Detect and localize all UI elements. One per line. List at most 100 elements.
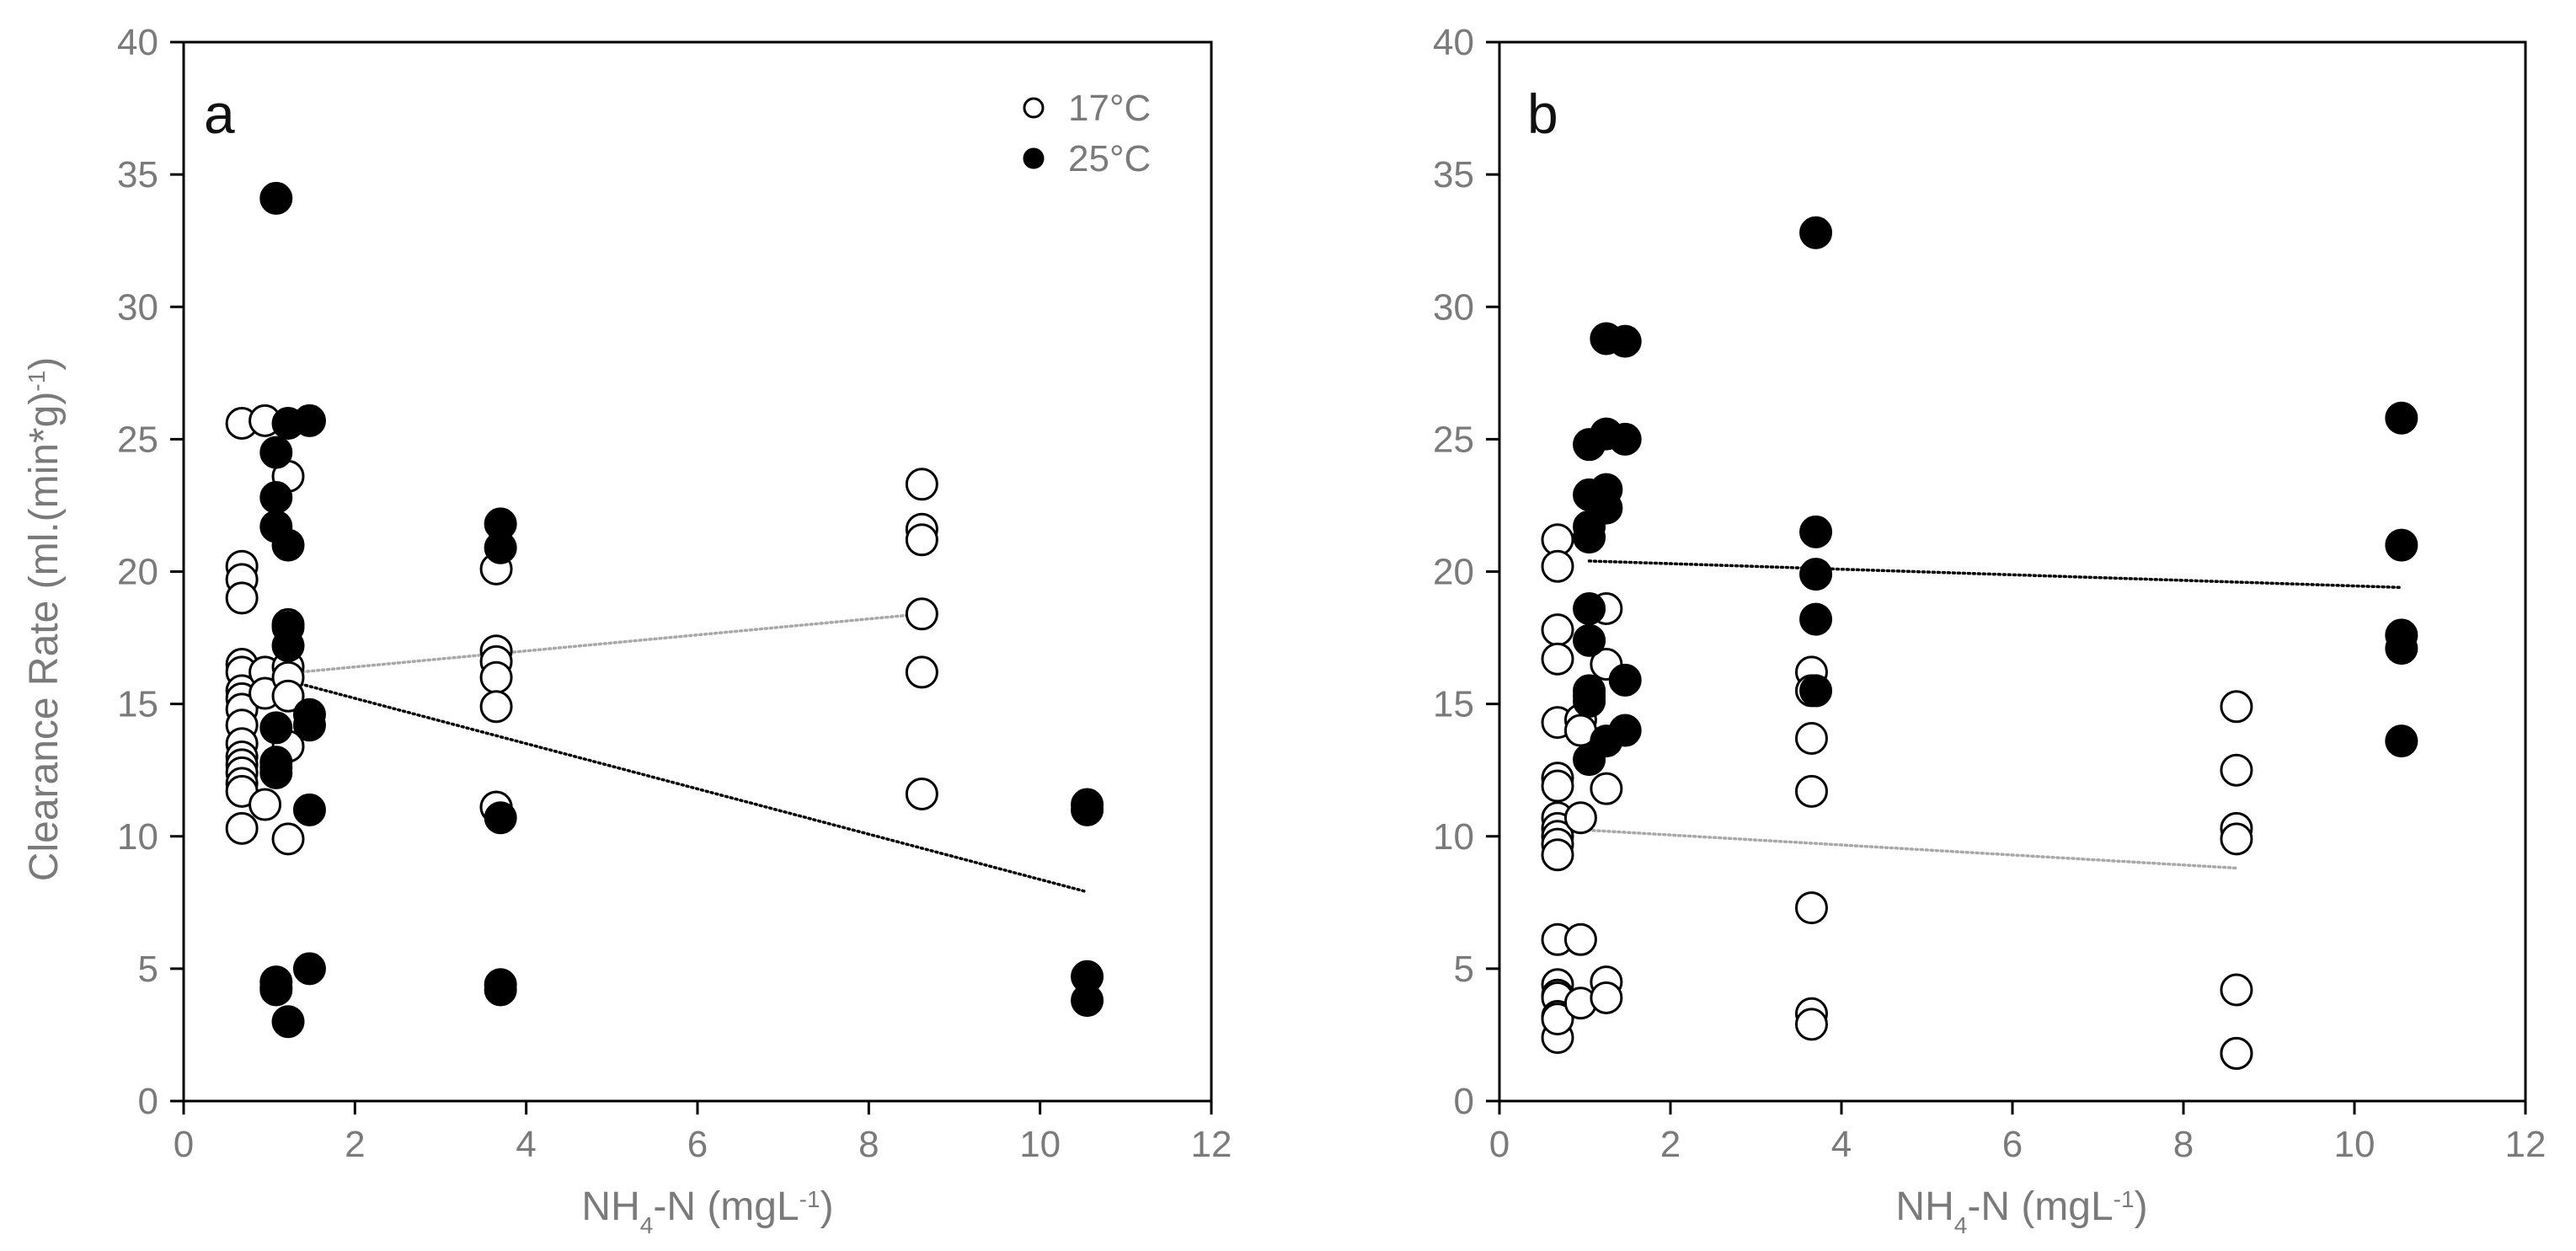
panel-a-point-17c [225,581,259,615]
panel-a-point-25c [271,628,305,662]
panel-b-point-17c [1541,769,1574,803]
panel-b-point-25c [1608,422,1642,456]
panel-a-y-tick-label: 5 [138,949,158,990]
panel-b-point-17c [1541,549,1574,583]
panel-b-x-tick-label: 10 [2334,1124,2376,1165]
panel-a-point-17c [271,679,305,713]
panel-a-point-17c [905,777,938,810]
panel-b-point-17c [1541,1002,1574,1036]
x-axis-title-b: NH4-N (mgL-1) [1895,1184,2147,1238]
panel-b-y-tick-label: 25 [1433,419,1474,460]
panel-b-point-25c [1799,515,1833,548]
panel-a-point-25c [1071,984,1104,1018]
panel-b-point-25c [1608,714,1642,747]
panel-a-point-17c [905,655,938,689]
panel-b-letter: b [1527,83,1558,145]
x-axis-title-prefix: NH [1895,1184,1953,1229]
panel-b-point-17c [1794,891,1828,925]
legend: 17°C 25°C [1023,88,1151,179]
panel-a-point-25c [259,756,293,789]
panel-b-point-17c [1794,1008,1828,1041]
panel-b-x-tick-label: 0 [1489,1124,1510,1165]
panel-a-y-tick-label: 30 [117,286,158,328]
panel-a-point-25c [259,436,293,469]
panel-b-point-17c [2220,822,2253,856]
panel-a-x-tick-label: 8 [858,1124,879,1165]
panel-b-point-17c [2220,1036,2253,1070]
panel-a-y-tick-label: 0 [138,1081,158,1122]
panel-b-x-tick-label: 2 [1660,1124,1681,1165]
legend-marker-25c [1023,147,1045,169]
panel-a-point-25c [271,1005,305,1039]
panel-a-point-25c [271,528,305,562]
panel-b-point-17c [2220,690,2253,724]
panel-a-x-tick-label: 10 [1019,1124,1061,1165]
panel-b-point-17c [2220,753,2253,787]
panel-a-point-17c [905,523,938,557]
panel-b-x-tick-label: 12 [2505,1124,2547,1165]
panel-b-point-17c [1541,838,1574,872]
panel-b-trendline-17c [1556,826,2238,870]
panel-b-point-17c [1541,613,1574,647]
panel-a-y-tick-label: 25 [117,419,158,460]
legend-label-25c: 25°C [1068,138,1151,179]
panel-a-trendline-25c [275,676,1089,894]
panel-a-point-25c [259,481,293,515]
panel-b-y-tick-label: 15 [1433,684,1474,725]
panel-b-point-17c [1590,772,1623,805]
panel-a-point-25c [259,973,293,1007]
x-axis-title-sub: 4 [1954,1212,1968,1238]
panel-a-plot-frame [182,40,1213,1103]
panel-b-x-tick-label: 8 [2173,1124,2194,1165]
panel-b-point-25c [1590,491,1623,525]
y-axis-title-sup: -1 [24,371,50,392]
panel-b-x-tick-label: 6 [2002,1124,2023,1165]
panel-a-point-25c [259,181,293,215]
panel-a-point-25c [484,531,517,564]
panel-b-point-25c [1799,216,1833,249]
panel-a-y-tick-label: 10 [117,816,158,858]
panel-b-point-25c [1573,591,1606,625]
panel-a-point-25c [1071,793,1104,826]
panel-b-trendline-25c [1587,559,2403,590]
panel-b-point-25c [1799,558,1833,591]
panel-b-y-tick-label: 10 [1433,816,1474,858]
panel-b-point-17c [1590,981,1623,1014]
x-axis-title-a: NH4-N (mgL-1) [581,1184,833,1238]
panel-b-point-25c [2385,528,2418,562]
panel-a-x-tick-label: 4 [516,1124,536,1165]
panel-a-point-17c [479,660,513,694]
panel-b-point-25c [2385,401,2418,435]
panel-b-y-tick-label: 35 [1433,154,1474,195]
panel-a-letter: a [204,83,235,145]
panel-b-point-25c [1799,674,1833,708]
panel-a-point-17c [225,811,259,845]
legend-label-17c: 17°C [1068,88,1151,129]
panel-b-y-tick-label: 30 [1433,286,1474,328]
panel-a-point-25c [259,711,293,745]
panel-a-point-17c [905,468,938,501]
x-axis-title-mid: -N (mgL [1967,1184,2113,1229]
panel-b-point-25c [2385,632,2418,666]
panel-a-point-17c [249,788,282,821]
panel-a-point-17c [905,597,938,631]
panel-a-y-tick-label: 20 [117,552,158,593]
panel-b-point-25c [1608,663,1642,697]
panel-a-x-tick-label: 2 [345,1124,365,1165]
panel-a-point-25c [484,973,517,1007]
panel-a-point-25c [292,404,326,437]
panel-a-x-tick-label: 0 [174,1124,194,1165]
x-axis-title-sub: 4 [640,1212,654,1238]
x-axis-title-sup: -1 [2114,1186,2135,1212]
y-axis-title-main: Clearance Rate (ml.(min*g) [22,392,67,882]
panel-b-point-17c [1794,721,1828,755]
panel-b-point-17c [1563,801,1597,835]
panel-b-y-tick-label: 20 [1433,552,1474,593]
panel-b-plot-frame [1498,40,2527,1103]
panel-b-point-25c [1799,602,1833,636]
panel-b-point-17c [2220,973,2253,1007]
panel-a-trendline-17c [240,612,924,679]
panel-b-y-tick-label: 40 [1433,22,1474,63]
panel-b-point-25c [2385,724,2418,758]
